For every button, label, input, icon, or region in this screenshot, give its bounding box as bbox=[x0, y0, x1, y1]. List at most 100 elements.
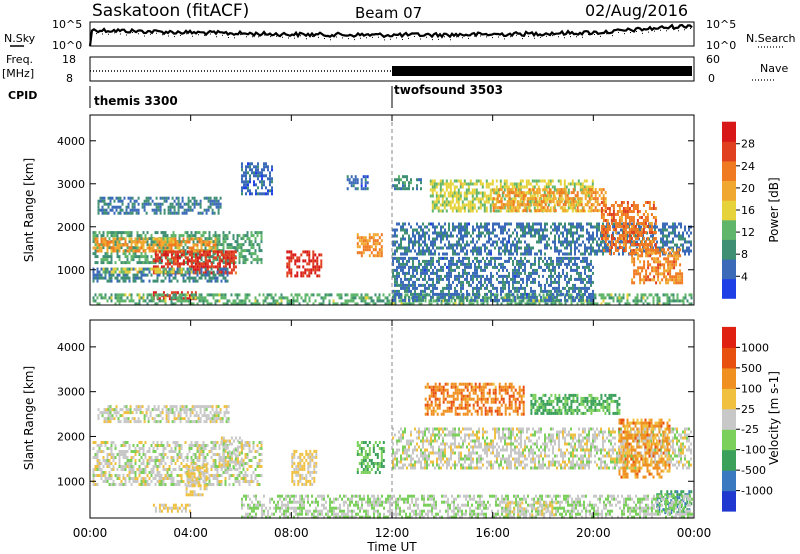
heatmap-cell bbox=[124, 252, 127, 256]
heatmap-cell bbox=[308, 268, 311, 272]
heatmap-cell bbox=[634, 228, 637, 231]
heatmap-cell bbox=[640, 228, 643, 231]
heatmap-cell bbox=[500, 280, 502, 284]
heatmap-cell bbox=[656, 293, 659, 297]
heatmap-cell bbox=[644, 210, 647, 213]
heatmap-cell bbox=[466, 222, 468, 226]
heatmap-cell bbox=[256, 234, 259, 238]
heatmap-cell bbox=[506, 194, 509, 198]
heatmap-cell bbox=[490, 249, 492, 253]
heatmap-cell bbox=[143, 205, 146, 209]
heatmap-cell bbox=[680, 222, 682, 226]
heatmap-cell bbox=[485, 179, 488, 183]
heatmap-cell bbox=[508, 203, 511, 207]
heatmap-cell bbox=[515, 188, 518, 192]
heatmap-cell bbox=[547, 179, 550, 183]
heatmap-cell bbox=[450, 295, 452, 299]
heatmap-cell bbox=[628, 246, 631, 249]
heatmap-cell bbox=[622, 249, 625, 252]
heatmap-cell bbox=[604, 197, 607, 201]
heatmap-cell bbox=[432, 295, 434, 299]
heatmap-cell bbox=[504, 225, 506, 229]
heatmap-cell bbox=[666, 243, 668, 247]
heatmap-cell bbox=[296, 265, 299, 269]
heatmap-cell bbox=[446, 271, 448, 275]
heatmap-cell bbox=[217, 202, 220, 206]
heatmap-cell bbox=[216, 243, 219, 247]
heatmap-cell bbox=[164, 243, 167, 247]
heatmap-cell bbox=[661, 272, 664, 276]
heatmap-cell bbox=[463, 194, 466, 198]
heatmap-cell bbox=[505, 185, 508, 189]
heatmap-cell bbox=[682, 246, 684, 250]
heatmap-cell bbox=[226, 302, 229, 306]
heatmap-cell bbox=[558, 249, 560, 253]
heatmap-cell bbox=[460, 274, 462, 278]
heatmap-cell bbox=[420, 283, 422, 287]
heatmap-cell bbox=[94, 299, 97, 303]
heatmap-cell bbox=[488, 228, 490, 232]
heatmap-cell bbox=[622, 246, 624, 250]
heatmap-cell bbox=[400, 228, 402, 232]
heatmap-cell bbox=[162, 246, 165, 250]
heatmap-cell bbox=[372, 242, 375, 246]
heatmap-cell bbox=[466, 240, 468, 244]
heatmap-cell bbox=[418, 231, 420, 235]
heatmap-cell bbox=[410, 283, 412, 287]
heatmap-cell bbox=[532, 191, 535, 195]
heatmap-cell bbox=[146, 258, 149, 262]
heatmap-cell bbox=[348, 299, 351, 303]
heatmap-cell bbox=[437, 206, 440, 210]
heatmap-cell bbox=[492, 206, 495, 210]
heatmap-cell bbox=[436, 292, 438, 296]
heatmap-cell bbox=[106, 249, 109, 253]
heatmap-cell bbox=[129, 196, 132, 200]
heatmap-cell bbox=[288, 250, 291, 254]
heatmap-cell bbox=[541, 179, 544, 183]
heatmap-cell bbox=[473, 203, 476, 207]
heatmap-cell bbox=[468, 256, 470, 260]
heatmap-cell bbox=[582, 234, 584, 238]
heatmap-cell bbox=[121, 202, 124, 206]
heatmap-cell bbox=[529, 188, 532, 192]
heatmap-cell bbox=[528, 231, 530, 235]
nsearch-series bbox=[96, 27, 691, 41]
heatmap-cell bbox=[318, 274, 321, 278]
heatmap-cell bbox=[474, 246, 476, 250]
heatmap-cell bbox=[452, 296, 455, 300]
heatmap-cell bbox=[644, 299, 647, 303]
heatmap-cell bbox=[378, 296, 381, 300]
heatmap-cell bbox=[473, 197, 476, 201]
heatmap-cell bbox=[496, 200, 499, 204]
heatmap-cell bbox=[414, 228, 416, 232]
heatmap-cell bbox=[485, 206, 488, 210]
heatmap-cell bbox=[252, 302, 255, 306]
heatmap-cell bbox=[596, 228, 598, 232]
heatmap-cell bbox=[202, 231, 205, 235]
heatmap-cell bbox=[312, 259, 315, 263]
heatmap-cell bbox=[420, 243, 422, 247]
heatmap-cell bbox=[170, 250, 173, 254]
heatmap-cell bbox=[178, 240, 181, 244]
heatmap-cell bbox=[190, 246, 193, 250]
heatmap-cell bbox=[526, 299, 529, 303]
heatmap-cell bbox=[445, 182, 448, 186]
heatmap-cell bbox=[430, 289, 432, 293]
heatmap-cell bbox=[396, 292, 398, 296]
heatmap-cell bbox=[190, 276, 193, 280]
heatmap-cell bbox=[398, 289, 400, 293]
heatmap-cell bbox=[262, 299, 265, 303]
heatmap-cell bbox=[142, 255, 145, 259]
heatmap-cell bbox=[412, 246, 414, 250]
heatmap-cell bbox=[646, 237, 649, 240]
heatmap-cell bbox=[444, 222, 446, 226]
heatmap-cell bbox=[640, 240, 643, 243]
heatmap-cell bbox=[166, 240, 169, 244]
nsearch-label: N.Search bbox=[746, 32, 796, 45]
heatmap-cell bbox=[446, 302, 449, 306]
heatmap-cell bbox=[434, 265, 436, 269]
heatmap-cell bbox=[514, 188, 517, 192]
heatmap-cell bbox=[651, 269, 654, 273]
heatmap-cell bbox=[633, 257, 636, 261]
heatmap-cell bbox=[470, 274, 472, 278]
